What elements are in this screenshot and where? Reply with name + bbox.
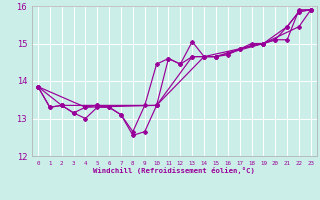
X-axis label: Windchill (Refroidissement éolien,°C): Windchill (Refroidissement éolien,°C) <box>93 167 255 174</box>
